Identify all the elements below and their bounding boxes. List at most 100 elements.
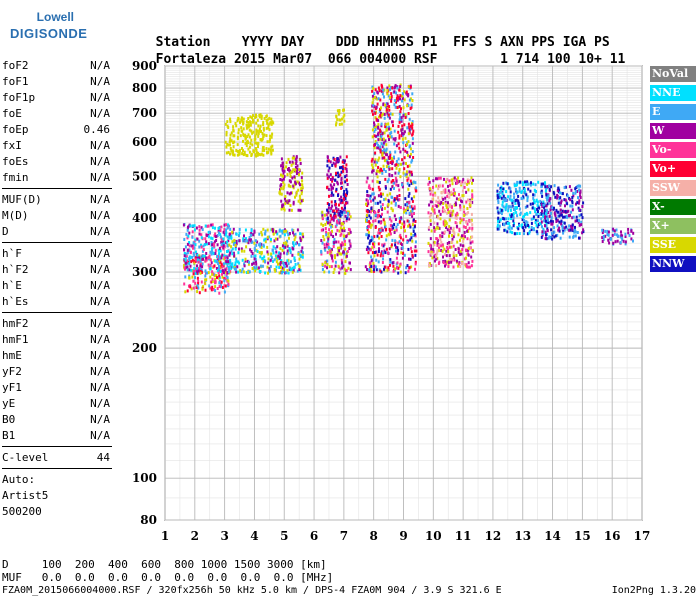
- echo-point: [540, 189, 543, 193]
- echo-point: [376, 146, 379, 150]
- param-name: h`E: [2, 279, 22, 292]
- echo-point: [257, 131, 260, 135]
- echo-point: [198, 245, 201, 249]
- echo-point: [274, 269, 277, 273]
- echo-point: [429, 213, 432, 217]
- echo-point: [296, 164, 299, 168]
- echo-point: [211, 280, 214, 283]
- echo-point: [343, 203, 346, 207]
- echo-point: [427, 182, 430, 186]
- echo-point: [339, 201, 342, 205]
- echo-point: [335, 123, 337, 127]
- echo-point: [281, 244, 284, 248]
- echo-point: [559, 196, 562, 200]
- echo-point: [607, 233, 610, 237]
- echo-point: [245, 144, 248, 148]
- echo-point: [332, 271, 335, 274]
- echo-point: [548, 188, 551, 191]
- echo-point: [248, 260, 250, 264]
- echo-point: [449, 183, 451, 187]
- echo-point: [384, 224, 387, 228]
- echo-point: [547, 211, 550, 214]
- param-value: N/A: [90, 295, 110, 308]
- echo-point: [227, 143, 230, 147]
- echo-point: [280, 173, 282, 177]
- x-tick-label: 16: [604, 529, 621, 543]
- echo-point: [269, 265, 272, 269]
- echo-point: [292, 241, 295, 245]
- echo-point: [293, 175, 296, 179]
- param-separator: [2, 242, 112, 243]
- echo-point: [377, 97, 380, 101]
- echo-point: [231, 265, 234, 269]
- echo-point: [630, 237, 633, 241]
- echo-point: [188, 248, 191, 252]
- echo-point: [406, 182, 409, 186]
- echo-point: [395, 228, 398, 232]
- echo-point: [228, 267, 231, 271]
- echo-point: [194, 238, 197, 242]
- echo-point: [387, 178, 390, 182]
- echo-point: [529, 189, 532, 193]
- echo-point: [399, 110, 402, 114]
- echo-point: [516, 232, 519, 235]
- echo-point: [192, 243, 195, 247]
- param-name: M(D): [2, 209, 29, 222]
- x-tick-label: 2: [191, 529, 199, 543]
- echo-point: [283, 268, 286, 272]
- echo-point: [400, 226, 403, 230]
- echo-point: [249, 123, 252, 127]
- legend-item: X-: [650, 199, 696, 215]
- echo-point: [568, 235, 571, 239]
- muf-value: 0.0: [41, 571, 62, 584]
- echo-point: [498, 195, 501, 199]
- echo-point: [222, 240, 224, 244]
- echo-point: [405, 211, 408, 215]
- echo-point: [188, 276, 191, 280]
- echo-point: [404, 149, 407, 153]
- echo-point: [291, 253, 294, 257]
- echo-point: [542, 230, 545, 234]
- echo-point: [440, 201, 443, 204]
- echo-point: [411, 120, 414, 124]
- echo-point: [527, 182, 530, 186]
- echo-point: [602, 235, 605, 238]
- echo-point: [186, 266, 189, 270]
- echo-point: [188, 262, 191, 266]
- echo-point: [344, 247, 347, 251]
- echo-point: [220, 225, 223, 229]
- echo-point: [399, 219, 402, 223]
- echo-point: [287, 157, 290, 161]
- echo-point: [395, 245, 397, 249]
- header-label: P1: [421, 35, 438, 50]
- echo-point: [550, 216, 553, 220]
- echo-point: [575, 202, 577, 206]
- echo-point: [383, 112, 386, 116]
- echo-point: [388, 247, 391, 251]
- header-label: DDD: [335, 35, 360, 50]
- echo-point: [447, 247, 449, 251]
- echo-point: [237, 128, 240, 132]
- echo-point: [376, 102, 379, 106]
- echo-point: [290, 163, 293, 167]
- echo-point: [607, 230, 610, 234]
- echo-point: [381, 243, 384, 247]
- echo-point: [496, 189, 499, 193]
- echo-point: [374, 226, 377, 229]
- echo-point: [284, 202, 287, 206]
- echo-point: [624, 235, 627, 238]
- echo-point: [329, 252, 332, 256]
- echo-point: [443, 208, 445, 212]
- echo-point: [191, 235, 194, 239]
- echo-point: [372, 242, 374, 246]
- echo-point: [519, 211, 522, 215]
- echo-point: [414, 220, 417, 223]
- echo-point: [405, 162, 407, 165]
- echo-point: [447, 203, 450, 207]
- echo-point: [393, 103, 396, 107]
- echo-point: [221, 265, 224, 269]
- echo-point: [219, 235, 222, 239]
- echo-point: [293, 259, 296, 262]
- echo-point: [407, 132, 410, 136]
- echo-point: [336, 171, 339, 175]
